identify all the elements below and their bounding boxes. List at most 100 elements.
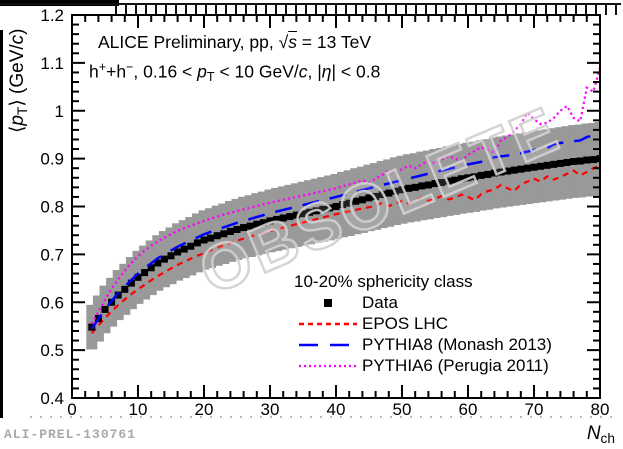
x-tick-label: 60 [459, 400, 478, 419]
annotation-line-2: h++h−, 0.16 < pT < 10 GeV/c, |η| < 0.8 [89, 60, 381, 84]
data-point [286, 213, 294, 221]
data-point [167, 252, 175, 260]
epos-line-icon [294, 320, 362, 328]
data-point [332, 203, 340, 210]
data-point [378, 191, 386, 199]
data-point [226, 227, 234, 235]
data-point [220, 230, 228, 238]
preliminary-figure-id: ALI-PREL-130761 [4, 427, 137, 442]
data-point [563, 158, 571, 166]
y-tick-label: 1 [55, 102, 64, 121]
data-point [345, 199, 353, 207]
data-point [424, 181, 432, 189]
x-tick-label: 70 [525, 400, 544, 419]
y-tick-label: 0.6 [40, 293, 64, 312]
data-point [213, 232, 221, 240]
data-point [266, 217, 274, 225]
x-tick-label: 10 [129, 400, 148, 419]
data-point [451, 176, 459, 184]
y-tick-label: 0.5 [40, 341, 64, 360]
data-point [530, 163, 538, 171]
y-axis-title: ⟨pT⟩ (GeV/c) [7, 28, 30, 133]
data-point [484, 170, 492, 178]
data-point [259, 219, 267, 227]
data-point [273, 215, 281, 223]
data-point [471, 173, 479, 181]
data-point [207, 234, 215, 242]
data-point [358, 196, 366, 204]
data-point [583, 156, 591, 164]
legend-item-label: PYTHIA6 (Perugia 2011) [362, 355, 549, 375]
data-point [431, 180, 439, 188]
y-tick-label: 1.2 [40, 6, 64, 25]
data-point [240, 224, 248, 232]
data-point [372, 192, 380, 200]
data-point [147, 264, 155, 272]
data-point [352, 197, 360, 205]
window-border-bottom-dots [30, 416, 619, 418]
data-point [444, 177, 452, 185]
data-point [101, 305, 109, 313]
legend-item-label: EPOS LHC [362, 313, 448, 333]
window-border-top-comb [115, 4, 619, 15]
annotation-line-1: ALICE Preliminary, pp, √s = 13 TeV [98, 32, 372, 52]
y-tick-label: 1.1 [40, 54, 64, 73]
data-point [411, 183, 419, 191]
data-point [550, 160, 558, 168]
data-point [299, 210, 307, 218]
data-point [187, 242, 195, 250]
data-point [279, 214, 287, 222]
data-point [537, 162, 545, 170]
data-point [523, 164, 531, 172]
data-point [405, 184, 413, 192]
data-point [141, 269, 149, 277]
data-point [193, 239, 201, 247]
x-tick-label: 50 [393, 400, 412, 419]
data-point [490, 169, 498, 177]
data-point [134, 273, 142, 281]
data-point [365, 194, 373, 202]
data-point [325, 204, 333, 212]
data-point [121, 285, 129, 293]
data-point [127, 279, 135, 287]
legend-item-pythia6: PYTHIA6 (Perugia 2011) [294, 355, 552, 376]
data-point [246, 222, 254, 230]
x-tick-label: 30 [261, 400, 280, 419]
data-point [160, 255, 168, 263]
data-point [391, 187, 399, 195]
data-point [306, 208, 314, 216]
pythia8-line-icon [294, 341, 362, 349]
data-point [174, 248, 182, 256]
x-axis-title: Nch [586, 423, 615, 446]
x-tick-label: 20 [195, 400, 214, 419]
legend-header: 10-20% sphericity class [294, 272, 473, 291]
x-tick-label: 80 [591, 400, 610, 419]
legend-item-label: Data [362, 292, 398, 312]
data-point [457, 175, 465, 183]
model-line-pythia6-perugia-2011- [90, 67, 599, 325]
annotation-block: ALICE Preliminary, pp, √s = 13 TeV h++h−… [89, 30, 380, 90]
data-point [477, 171, 485, 179]
data-point [576, 157, 584, 165]
legend-item-epos: EPOS LHC [294, 313, 552, 334]
data-point [543, 161, 551, 169]
model-line-epos-lhc [90, 164, 599, 335]
y-tick-label: 0.4 [40, 389, 64, 408]
data-point [517, 165, 525, 173]
data-point [497, 168, 505, 176]
data-point [418, 182, 426, 190]
legend-item-data: Data [294, 292, 552, 313]
model-line-pythia8-monash-2013- [90, 132, 599, 330]
y-tick-label: 0.7 [40, 245, 64, 264]
data-point [510, 166, 518, 174]
legend-item-pythia8: PYTHIA8 (Monash 2013) [294, 334, 552, 355]
data-point [464, 174, 472, 182]
data-point [319, 205, 327, 213]
data-marker-icon [294, 298, 362, 307]
data-point [570, 157, 578, 165]
data-point [312, 207, 320, 215]
data-point [114, 291, 122, 299]
data-point [504, 167, 512, 175]
